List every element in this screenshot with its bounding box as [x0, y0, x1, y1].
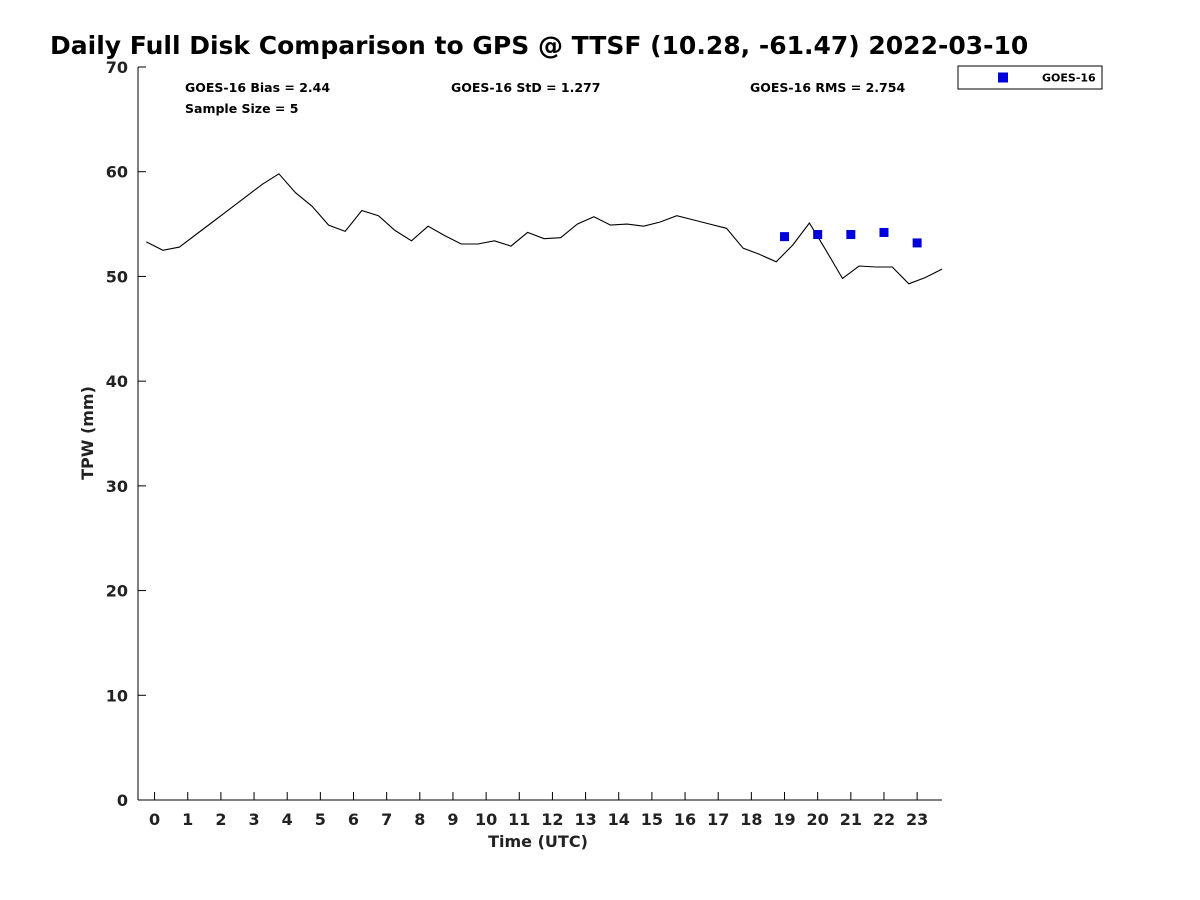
x-tick-label: 23 [906, 810, 928, 829]
stat-std: GOES-16 StD = 1.277 [451, 80, 600, 95]
x-tick-label: 0 [149, 810, 160, 829]
y-axis-ticks: 0 10 20 30 40 50 60 70 [106, 58, 146, 810]
y-tick-label: 0 [117, 791, 128, 810]
x-tick-label: 9 [447, 810, 458, 829]
x-axis-label: Time (UTC) [488, 832, 588, 851]
x-tick-label: 10 [475, 810, 497, 829]
series-line-gps [146, 173, 943, 285]
x-tick-label: 7 [381, 810, 392, 829]
legend-label-goes-16: GOES-16 [1042, 72, 1096, 85]
legend-marker [998, 72, 1008, 83]
y-tick-label: 70 [106, 58, 128, 77]
x-tick-label: 21 [840, 810, 862, 829]
x-tick-label: 18 [740, 810, 762, 829]
stat-rms: GOES-16 RMS = 2.754 [750, 80, 905, 95]
goes-16-point [780, 232, 790, 242]
x-tick-label: 14 [608, 810, 630, 829]
x-tick-label: 2 [215, 810, 226, 829]
x-tick-label: 8 [414, 810, 425, 829]
y-tick-label: 40 [106, 372, 128, 391]
goes-16-point [912, 238, 922, 248]
stat-bias: GOES-16 Bias = 2.44 [185, 80, 330, 95]
x-tick-label: 6 [348, 810, 359, 829]
x-tick-label: 16 [674, 810, 696, 829]
x-tick-label: 1 [182, 810, 193, 829]
chart-title: Daily Full Disk Comparison to GPS @ TTSF… [50, 31, 1028, 60]
goes-16-point [879, 227, 889, 237]
x-tick-label: 19 [773, 810, 795, 829]
x-tick-label: 22 [873, 810, 895, 829]
legend-box [957, 65, 1103, 90]
series-goes-16-points [780, 227, 922, 248]
x-tick-label: 20 [807, 810, 829, 829]
x-tick-label: 12 [541, 810, 563, 829]
x-tick-label: 5 [315, 810, 326, 829]
x-tick-label: 15 [641, 810, 663, 829]
goes-16-point [813, 230, 823, 240]
x-tick-label: 11 [508, 810, 530, 829]
x-tick-label: 4 [282, 810, 293, 829]
x-tick-label: 17 [707, 810, 729, 829]
x-tick-label: 3 [248, 810, 259, 829]
x-tick-label: 13 [574, 810, 596, 829]
stat-sample-size: Sample Size = 5 [185, 101, 298, 116]
y-tick-label: 30 [106, 477, 128, 496]
goes-16-point [846, 230, 856, 240]
y-tick-label: 60 [106, 163, 128, 182]
y-tick-label: 50 [106, 267, 128, 286]
legend: GOES-16 [957, 65, 1103, 90]
x-axis-ticks: 0 1 2 3 4 5 6 7 8 9 10 11 12 13 14 15 16 17 18 19 20 21 22 23 [149, 792, 928, 829]
y-axis-label: TPW (mm) [78, 386, 97, 480]
y-tick-label: 10 [106, 686, 128, 705]
y-tick-label: 20 [106, 582, 128, 601]
